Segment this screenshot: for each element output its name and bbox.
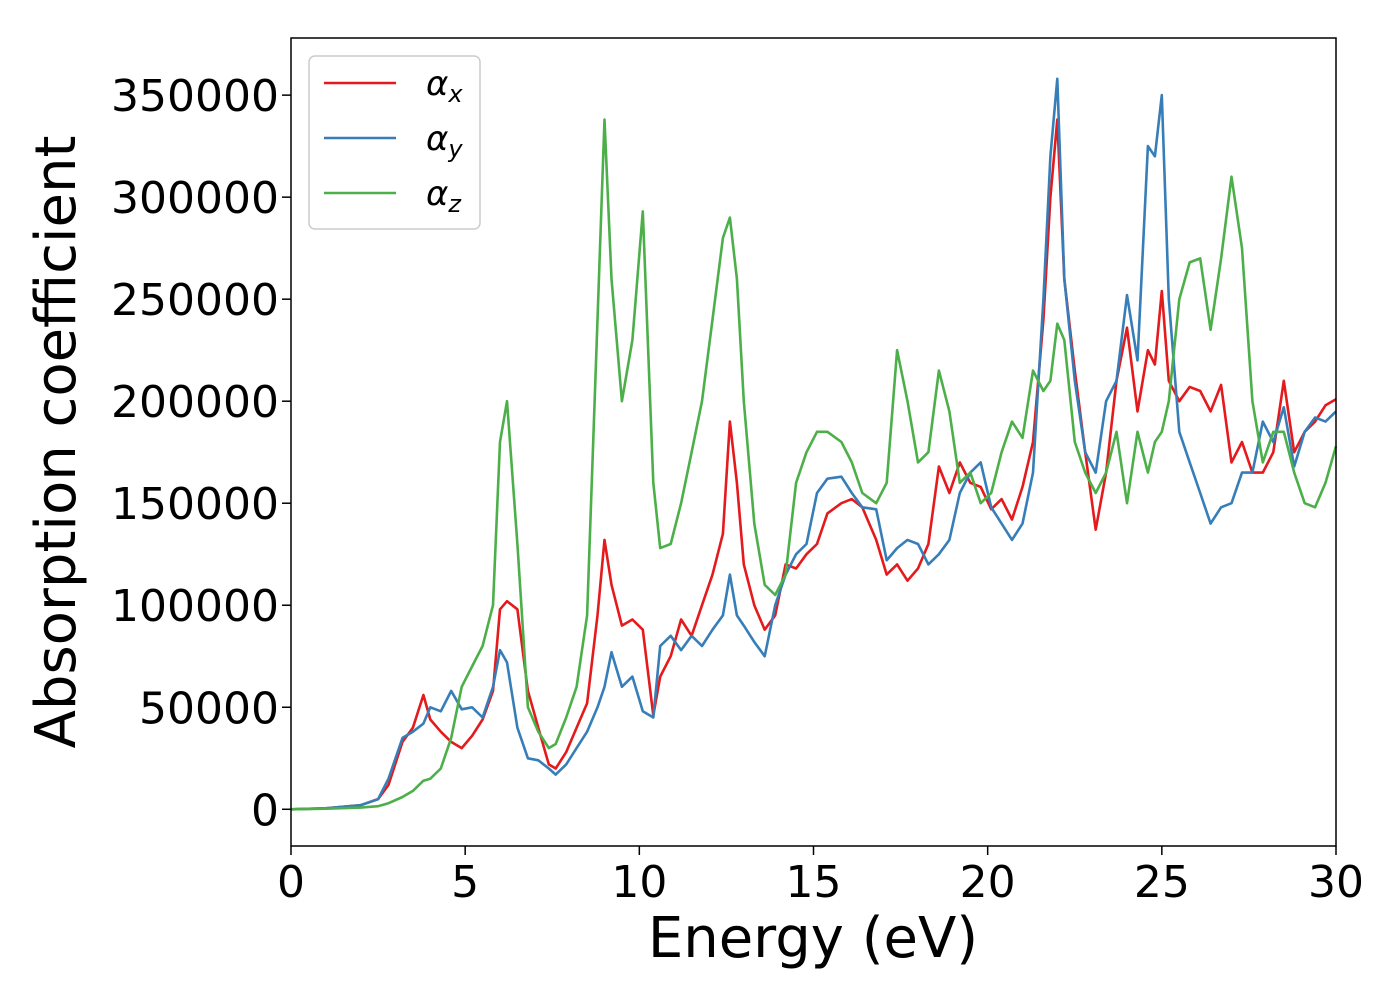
x-tick-label: 20 <box>960 857 1016 908</box>
legend: αx αy αz <box>308 55 481 230</box>
y-tick-label: 200000 <box>111 377 279 428</box>
series-line-x <box>290 118 1337 811</box>
series-line-y <box>290 77 1337 811</box>
legend-label-x: αx <box>426 64 463 108</box>
y-tick-label: 300000 <box>111 173 279 224</box>
y-tick-label: 50000 <box>139 683 279 734</box>
x-tick-label: 30 <box>1308 857 1364 908</box>
y-tick-label: 0 <box>251 785 279 836</box>
y-axis-ticks: 0 50000 100000 150000 200000 250000 300000 3500… <box>111 71 291 836</box>
y-tick-label: 250000 <box>111 275 279 326</box>
legend-box <box>308 55 481 230</box>
x-axis-label: Energy (eV) <box>648 906 978 971</box>
y-tick-label: 100000 <box>111 581 279 632</box>
legend-label-y: αy <box>426 119 463 163</box>
x-tick-label: 25 <box>1134 857 1190 908</box>
y-tick-label: 150000 <box>111 479 279 530</box>
legend-label-z: αz <box>426 174 462 218</box>
plot-lines <box>290 77 1338 811</box>
x-axis-ticks: 0 5 10 15 20 25 30 <box>277 846 1364 908</box>
y-axis-label: Absorption coefficient <box>24 136 89 749</box>
series-line-z <box>290 118 1338 811</box>
x-tick-label: 15 <box>786 857 842 908</box>
x-tick-label: 0 <box>277 857 305 908</box>
x-tick-label: 5 <box>451 857 479 908</box>
x-tick-label: 10 <box>611 857 667 908</box>
y-tick-label: 350000 <box>111 71 279 122</box>
